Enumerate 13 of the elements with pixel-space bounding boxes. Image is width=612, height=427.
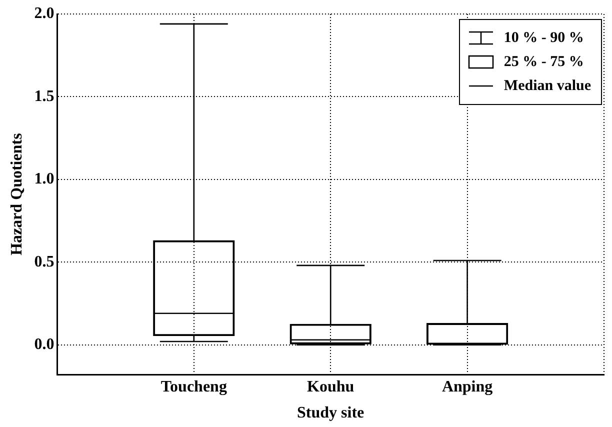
y-tick-label: 0.5 <box>34 253 54 270</box>
y-tick-label: 0.0 <box>34 336 54 353</box>
y-axis-title: Hazard Quotients <box>8 133 26 256</box>
y-tick-label: 1.0 <box>34 170 54 188</box>
annotation: 25 % - 75 % <box>504 54 584 70</box>
x-tick-label: Anping <box>442 378 493 396</box>
x-tick-label: Toucheng <box>160 378 227 396</box>
annotation: Median value <box>504 78 591 94</box>
x-tick-label: Kouhu <box>307 378 354 396</box>
y-tick-label: 1.5 <box>34 88 54 105</box>
x-axis-title: Study site <box>297 404 364 422</box>
y-tick-label: 2.0 <box>34 5 54 22</box>
annotation: 10 % - 90 % <box>504 30 584 46</box>
